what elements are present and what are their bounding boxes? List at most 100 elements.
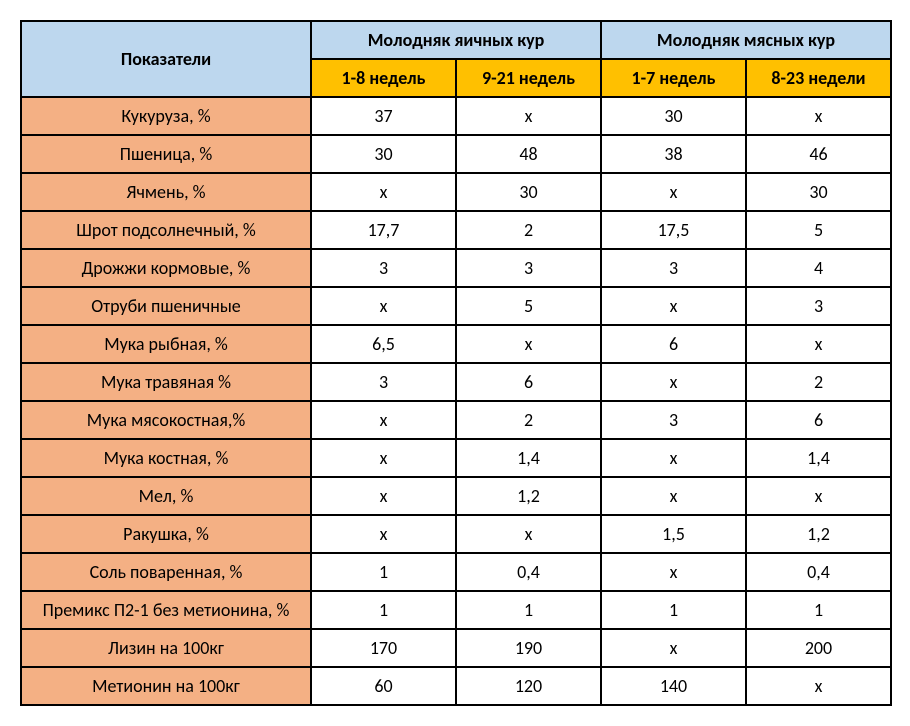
data-cell: 3 — [311, 249, 456, 287]
header-group-meat: Молодняк мясных кур — [601, 21, 891, 59]
header-sub-4: 8-23 недели — [746, 59, 891, 97]
data-cell: 1,2 — [746, 515, 891, 553]
data-cell: 6 — [456, 363, 601, 401]
data-cell: 2 — [456, 401, 601, 439]
data-cell: 5 — [746, 211, 891, 249]
data-cell: х — [311, 515, 456, 553]
table-row: Мука травяная %36х2 — [21, 363, 891, 401]
data-cell: 1,4 — [746, 439, 891, 477]
data-cell: 0,4 — [746, 553, 891, 591]
table-row: Лизин на 100кг170190х200 — [21, 629, 891, 667]
data-cell: 30 — [456, 173, 601, 211]
table-row: Мука мясокостная,%х236 — [21, 401, 891, 439]
table-row: Премикс П2-1 без метионина, %1111 — [21, 591, 891, 629]
row-label: Мел, % — [21, 477, 311, 515]
data-cell: 1 — [311, 553, 456, 591]
data-cell: 2 — [456, 211, 601, 249]
header-sub-2: 9-21 недель — [456, 59, 601, 97]
header-sub-1: 1-8 недель — [311, 59, 456, 97]
data-cell: 3 — [311, 363, 456, 401]
header-group-egg: Молодняк яичных кур — [311, 21, 601, 59]
data-cell: х — [601, 553, 746, 591]
data-cell: 38 — [601, 135, 746, 173]
row-label: Премикс П2-1 без метионина, % — [21, 591, 311, 629]
row-label: Шрот подсолнечный, % — [21, 211, 311, 249]
feed-composition-table: Показатели Молодняк яичных кур Молодняк … — [20, 20, 892, 706]
header-sub-3: 1-7 недель — [601, 59, 746, 97]
data-cell: х — [311, 401, 456, 439]
data-cell: х — [601, 477, 746, 515]
row-label: Кукуруза, % — [21, 97, 311, 135]
row-label: Мука костная, % — [21, 439, 311, 477]
data-cell: 4 — [746, 249, 891, 287]
data-cell: 3 — [456, 249, 601, 287]
data-cell: х — [746, 667, 891, 705]
table-row: Мел, %х1,2хх — [21, 477, 891, 515]
row-label: Мука рыбная, % — [21, 325, 311, 363]
table-row: Соль поваренная, %10,4х0,4 — [21, 553, 891, 591]
data-cell: 1 — [601, 591, 746, 629]
data-cell: х — [311, 477, 456, 515]
data-cell: 170 — [311, 629, 456, 667]
data-cell: 1,2 — [456, 477, 601, 515]
data-cell: 6 — [601, 325, 746, 363]
data-cell: 1 — [746, 591, 891, 629]
data-cell: 30 — [601, 97, 746, 135]
row-label: Соль поваренная, % — [21, 553, 311, 591]
data-cell: х — [601, 287, 746, 325]
data-cell: х — [601, 629, 746, 667]
table-body: Кукуруза, %37х30хПшеница, %30483846Ячмен… — [21, 97, 891, 705]
data-cell: х — [601, 173, 746, 211]
table-row: Мука костная, %х1,4х1,4 — [21, 439, 891, 477]
row-label: Ячмень, % — [21, 173, 311, 211]
data-cell: 60 — [311, 667, 456, 705]
data-cell: 140 — [601, 667, 746, 705]
row-label: Ракушка, % — [21, 515, 311, 553]
table-row: Кукуруза, %37х30х — [21, 97, 891, 135]
data-cell: х — [456, 325, 601, 363]
table-row: Шрот подсолнечный, %17,7217,55 — [21, 211, 891, 249]
row-label: Лизин на 100кг — [21, 629, 311, 667]
data-cell: 2 — [746, 363, 891, 401]
table-row: Отруби пшеничныех5х3 — [21, 287, 891, 325]
table-row: Метионин на 100кг60120140х — [21, 667, 891, 705]
data-cell: х — [311, 439, 456, 477]
table-row: Дрожжи кормовые, %3334 — [21, 249, 891, 287]
row-label: Мука травяная % — [21, 363, 311, 401]
data-cell: х — [746, 477, 891, 515]
table-row: Ячмень, %х30х30 — [21, 173, 891, 211]
data-cell: 1 — [456, 591, 601, 629]
data-cell: 48 — [456, 135, 601, 173]
table-row: Мука рыбная, %6,5х6х — [21, 325, 891, 363]
header-indicators: Показатели — [21, 21, 311, 97]
data-cell: 6,5 — [311, 325, 456, 363]
data-cell: 30 — [311, 135, 456, 173]
row-label: Метионин на 100кг — [21, 667, 311, 705]
data-cell: х — [311, 287, 456, 325]
data-cell: х — [311, 173, 456, 211]
data-cell: 200 — [746, 629, 891, 667]
data-cell: х — [601, 363, 746, 401]
data-cell: 5 — [456, 287, 601, 325]
data-cell: 3 — [746, 287, 891, 325]
data-cell: 1 — [311, 591, 456, 629]
data-cell: 3 — [601, 401, 746, 439]
data-cell: 3 — [601, 249, 746, 287]
data-cell: 1,4 — [456, 439, 601, 477]
data-cell: х — [746, 97, 891, 135]
data-cell: х — [456, 515, 601, 553]
data-cell: 17,5 — [601, 211, 746, 249]
data-cell: 120 — [456, 667, 601, 705]
data-cell: 17,7 — [311, 211, 456, 249]
table-row: Пшеница, %30483846 — [21, 135, 891, 173]
row-label: Мука мясокостная,% — [21, 401, 311, 439]
data-cell: 6 — [746, 401, 891, 439]
data-cell: х — [456, 97, 601, 135]
data-cell: 30 — [746, 173, 891, 211]
data-cell: 190 — [456, 629, 601, 667]
data-cell: 37 — [311, 97, 456, 135]
row-label: Дрожжи кормовые, % — [21, 249, 311, 287]
data-cell: 0,4 — [456, 553, 601, 591]
row-label: Пшеница, % — [21, 135, 311, 173]
row-label: Отруби пшеничные — [21, 287, 311, 325]
